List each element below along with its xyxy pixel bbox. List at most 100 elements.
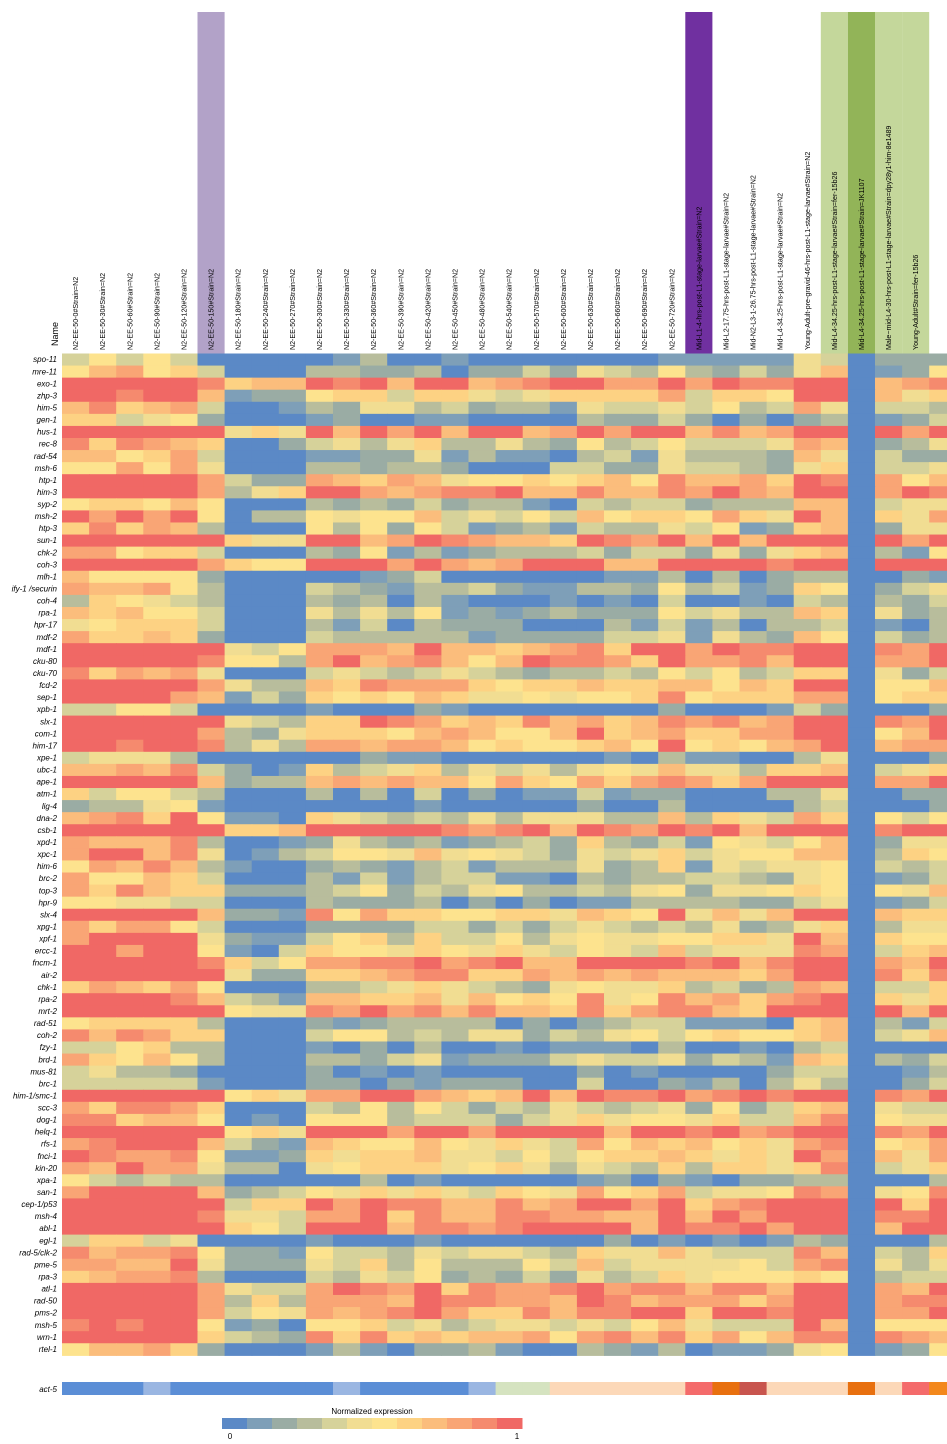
heatmap-cell [170,619,199,632]
row-label: rpa-2 [38,995,57,1004]
heatmap-cell [549,1029,578,1043]
heatmap-cell [685,546,713,560]
heatmap-cell [549,1125,578,1139]
heatmap-cell [685,450,713,463]
heatmap-cell [62,908,90,922]
heatmap-cell [116,1294,144,1308]
heatmap-cell [414,1150,442,1163]
heatmap-cell [820,522,849,536]
heatmap-cell [278,932,307,946]
heatmap-cell [224,619,253,632]
heatmap-cell [170,353,199,367]
heatmap-cell [116,739,144,753]
heatmap-cell [468,775,497,789]
heatmap-cell [685,1029,713,1043]
row-label: xpe-1 [36,754,57,763]
heatmap-cell [658,715,686,729]
heatmap-cell [360,957,388,970]
heatmap-cell [387,365,415,379]
heatmap-cell [604,1270,632,1284]
heatmap-cell [793,1198,822,1212]
heatmap-cell [875,1029,903,1043]
heatmap-cell [414,1198,442,1212]
row-label: xpd-1 [36,838,57,847]
heatmap-cell [712,413,741,427]
heatmap-cell [143,981,171,994]
heatmap-cell [604,775,632,789]
heatmap-cell [549,1089,578,1103]
heatmap-cell [549,739,578,753]
heatmap-cell [712,1053,741,1067]
heatmap-cell [549,425,578,439]
heatmap-cell [604,751,632,765]
heatmap-cell [604,824,632,837]
heatmap-cell [387,1113,415,1127]
heatmap-cell [658,425,686,439]
heatmap-cell [793,944,822,958]
heatmap-cell [793,920,822,934]
heatmap-cell [143,1174,171,1187]
heatmap-cell [604,1029,632,1043]
heatmap-cell [197,1077,226,1091]
heatmap-cell [305,920,334,934]
heatmap-cell [387,993,415,1006]
heatmap-cell [820,1029,849,1043]
heatmap-cell [333,691,361,705]
heatmap-cell [197,969,226,982]
heatmap-cell [170,848,199,862]
heatmap-cell [739,1234,768,1248]
heatmap-cell [549,389,578,403]
heatmap-cell [549,908,578,922]
heatmap-cell [549,498,578,512]
heatmap-cell [739,1210,768,1224]
heatmap-cell [712,474,741,487]
heatmap-cell [739,703,768,717]
heatmap-cell [739,1282,768,1296]
heatmap-cell [251,1150,280,1163]
heatmap-cell [251,1234,280,1248]
heatmap-cell [441,884,470,898]
heatmap-cell [902,1258,930,1272]
heatmap-cell [739,1307,768,1320]
heatmap-cell [62,993,90,1006]
heatmap-cell [495,401,524,415]
heatmap-cell [793,872,822,886]
heatmap-cell [875,1282,903,1296]
heatmap-cell [549,582,578,596]
heatmap-cell [468,763,497,777]
heatmap-cell [170,606,199,620]
heatmap-cell [116,836,144,849]
heatmap-cell [875,1294,903,1308]
heatmap-cell [522,1294,551,1308]
heatmap-cell [387,474,415,487]
heatmap-cell [143,365,171,379]
heatmap-cell [468,993,497,1006]
heatmap-cell [766,1282,795,1296]
reference-cell [414,1382,442,1395]
heatmap-cell [251,1005,280,1018]
heatmap-cell [604,1307,632,1320]
heatmap-cell [197,800,226,813]
heatmap-cell [712,510,741,524]
heatmap-cell [658,1331,686,1344]
heatmap-cell [387,981,415,994]
heatmap-cell [522,582,551,596]
heatmap-cell [658,920,686,934]
reference-cell [685,1382,713,1395]
heatmap-cell [658,1186,686,1199]
row-label: brc-1 [39,1079,57,1088]
heatmap-cell [820,1174,849,1187]
heatmap-cell [495,546,524,560]
heatmap-cell [224,1186,253,1199]
heatmap-cell [549,1162,578,1175]
heatmap-cell [62,353,90,367]
heatmap-cell [658,1089,686,1103]
heatmap-cell [549,836,578,849]
heatmap-cell [116,619,144,632]
heatmap-cell [685,1174,713,1187]
heatmap-cell [712,401,741,415]
heatmap-cell [712,932,741,946]
heatmap-cell [793,1331,822,1344]
heatmap-cell [360,546,388,560]
heatmap-cell [712,437,741,451]
